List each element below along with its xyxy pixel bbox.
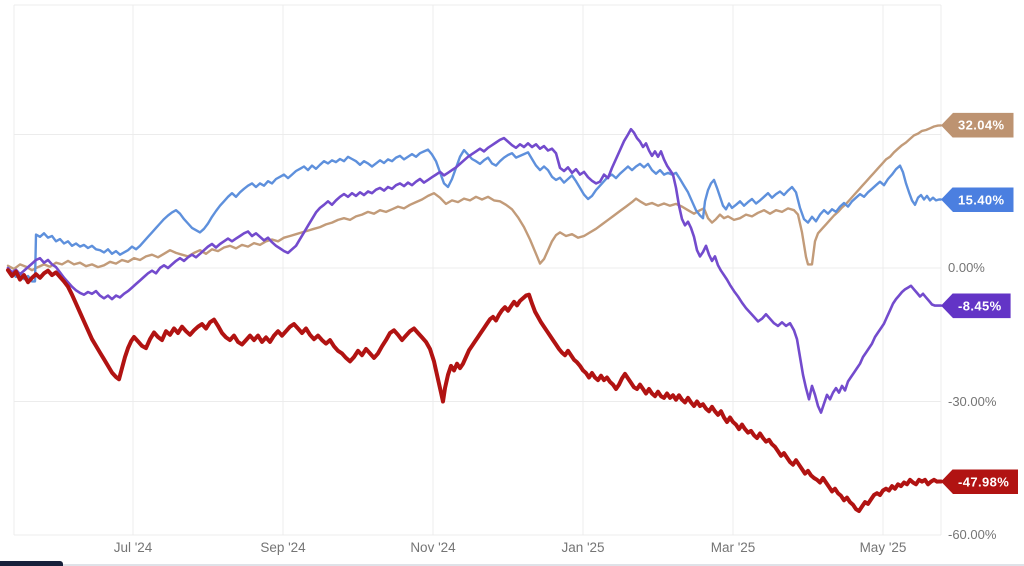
y-axis-tick-label: -60.00% <box>948 527 997 542</box>
x-axis-tick-label: May '25 <box>859 540 907 555</box>
end-label-tan: 32.04% <box>941 112 1014 138</box>
end-label-purple: -8.45% <box>941 293 1011 319</box>
y-axis-tick-label: 0.00% <box>948 260 985 275</box>
x-axis-tick-label: Mar '25 <box>710 540 756 555</box>
end-label-red: -47.98% <box>941 469 1019 494</box>
x-axis-tick-label: Nov '24 <box>410 540 456 555</box>
x-axis-tick-label: Jul '24 <box>113 540 153 555</box>
bottom-bar-fragment[interactable] <box>0 561 63 566</box>
series-line-red <box>6 268 943 513</box>
y-axis-tick-label: -30.00% <box>948 393 997 409</box>
series-line-purple <box>6 127 943 414</box>
series-line-blue <box>6 148 943 283</box>
x-axis-tick-label: Sep '24 <box>260 540 306 555</box>
x-axis-tick-label: Jan '25 <box>561 540 605 555</box>
end-label-blue: 15.40% <box>941 187 1014 212</box>
bottom-divider <box>36 564 1024 566</box>
series-line-tan <box>6 124 943 272</box>
